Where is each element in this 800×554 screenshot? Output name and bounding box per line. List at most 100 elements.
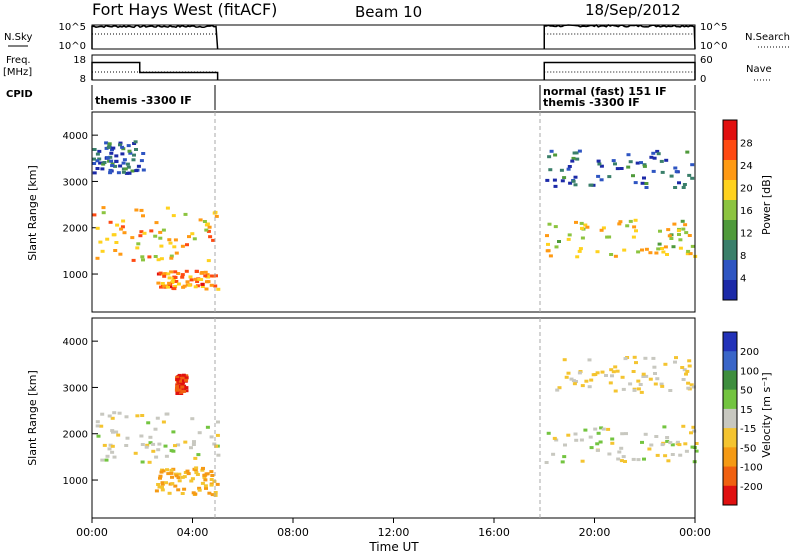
velocity-ylabel: Slant Range [km] bbox=[26, 370, 39, 466]
colorbar-tick-label: 15 bbox=[740, 405, 753, 416]
heat-cell bbox=[610, 437, 615, 441]
heat-cell bbox=[140, 443, 145, 446]
heat-cell bbox=[182, 388, 186, 392]
heat-cell bbox=[680, 366, 685, 369]
heat-cell bbox=[125, 162, 130, 166]
heat-cell bbox=[101, 162, 106, 166]
colorbar-tick-label: -200 bbox=[740, 482, 763, 493]
heat-cell bbox=[198, 218, 203, 222]
colorbar-swatch bbox=[723, 370, 737, 391]
heat-cell bbox=[606, 427, 611, 431]
heat-cell bbox=[126, 144, 131, 148]
heat-cell bbox=[685, 150, 690, 154]
heat-cell bbox=[102, 443, 107, 447]
velocity-y-ticks: 4000 3000 2000 1000 bbox=[63, 337, 98, 487]
heat-cell bbox=[122, 158, 127, 162]
heat-cell bbox=[130, 169, 135, 173]
heat-cell bbox=[167, 276, 172, 280]
heat-cell bbox=[197, 486, 202, 490]
heat-cell bbox=[620, 375, 625, 379]
heat-cell bbox=[553, 184, 558, 188]
heat-cell bbox=[598, 440, 603, 444]
heat-cell bbox=[200, 481, 205, 485]
heat-cell bbox=[184, 389, 189, 393]
heat-cell bbox=[684, 372, 688, 376]
heat-cell bbox=[125, 436, 130, 440]
heat-cell bbox=[642, 176, 646, 180]
heat-cell bbox=[617, 222, 622, 226]
heat-cell bbox=[610, 441, 615, 445]
heat-cell bbox=[546, 431, 551, 435]
heat-cell bbox=[169, 256, 174, 260]
heat-cell bbox=[113, 249, 118, 252]
heat-cell bbox=[195, 473, 200, 476]
heat-cell bbox=[562, 455, 567, 459]
heat-cell bbox=[642, 457, 646, 461]
heat-cell bbox=[171, 214, 176, 218]
heat-cell bbox=[161, 469, 166, 473]
heat-cell bbox=[545, 234, 549, 238]
heat-cell bbox=[177, 388, 182, 392]
heat-cell bbox=[189, 479, 194, 483]
heat-cell bbox=[566, 433, 571, 437]
heat-cell bbox=[670, 453, 675, 456]
heat-cell bbox=[605, 235, 610, 239]
heat-cell bbox=[156, 483, 161, 486]
heat-cell bbox=[108, 171, 113, 175]
y-tick-label: 1000 bbox=[63, 270, 88, 281]
heat-cell bbox=[161, 420, 166, 424]
heat-cell bbox=[155, 416, 160, 420]
colorbar-swatch bbox=[723, 389, 737, 410]
heat-cell bbox=[197, 431, 202, 435]
heat-cell bbox=[667, 234, 672, 238]
heat-cell bbox=[593, 427, 598, 431]
heat-cell bbox=[557, 386, 562, 390]
heat-cell bbox=[652, 365, 657, 369]
heat-cell bbox=[139, 208, 144, 212]
heat-cell bbox=[144, 445, 149, 449]
heat-cell bbox=[209, 470, 214, 474]
colorbar-swatch bbox=[723, 240, 737, 261]
heat-cell bbox=[181, 373, 186, 377]
heat-cell bbox=[644, 182, 649, 185]
heat-cell bbox=[164, 454, 169, 458]
heat-cell bbox=[669, 237, 674, 240]
heat-cell bbox=[153, 255, 158, 258]
heat-cell bbox=[595, 442, 600, 446]
heat-cell bbox=[111, 233, 116, 237]
heat-cell bbox=[202, 473, 207, 477]
colorbar-tick-label: 20 bbox=[740, 184, 753, 195]
heat-cell bbox=[176, 488, 181, 492]
heat-cell bbox=[183, 212, 188, 216]
heat-cell bbox=[201, 466, 205, 470]
heat-cell bbox=[120, 152, 125, 156]
heat-cell bbox=[170, 475, 174, 479]
heat-cell bbox=[665, 439, 670, 443]
heat-cell bbox=[173, 484, 178, 488]
heat-cell bbox=[657, 242, 662, 246]
heat-cell bbox=[158, 474, 163, 478]
heat-cell bbox=[546, 242, 550, 246]
heat-cell bbox=[675, 440, 680, 444]
heat-cell bbox=[107, 142, 112, 146]
heat-cell bbox=[206, 259, 211, 263]
heat-cell bbox=[644, 186, 649, 189]
heat-cell bbox=[110, 444, 115, 448]
heat-cell bbox=[652, 156, 657, 160]
heat-cell bbox=[678, 453, 683, 457]
heat-cell bbox=[109, 159, 114, 163]
heat-cell bbox=[632, 388, 637, 392]
heat-cell bbox=[547, 155, 552, 159]
heat-cell bbox=[687, 364, 692, 368]
heat-cell bbox=[660, 443, 665, 447]
heat-cell bbox=[163, 444, 168, 448]
power-frame bbox=[91, 111, 696, 313]
heat-cell bbox=[97, 149, 102, 153]
heat-cell bbox=[660, 247, 664, 250]
heat-cell bbox=[203, 478, 208, 482]
heat-cell bbox=[212, 442, 217, 446]
freq-tick-bottom: 8 bbox=[80, 74, 86, 85]
heat-cell bbox=[671, 245, 676, 249]
heat-cell bbox=[127, 149, 132, 153]
heat-cell bbox=[105, 237, 110, 241]
